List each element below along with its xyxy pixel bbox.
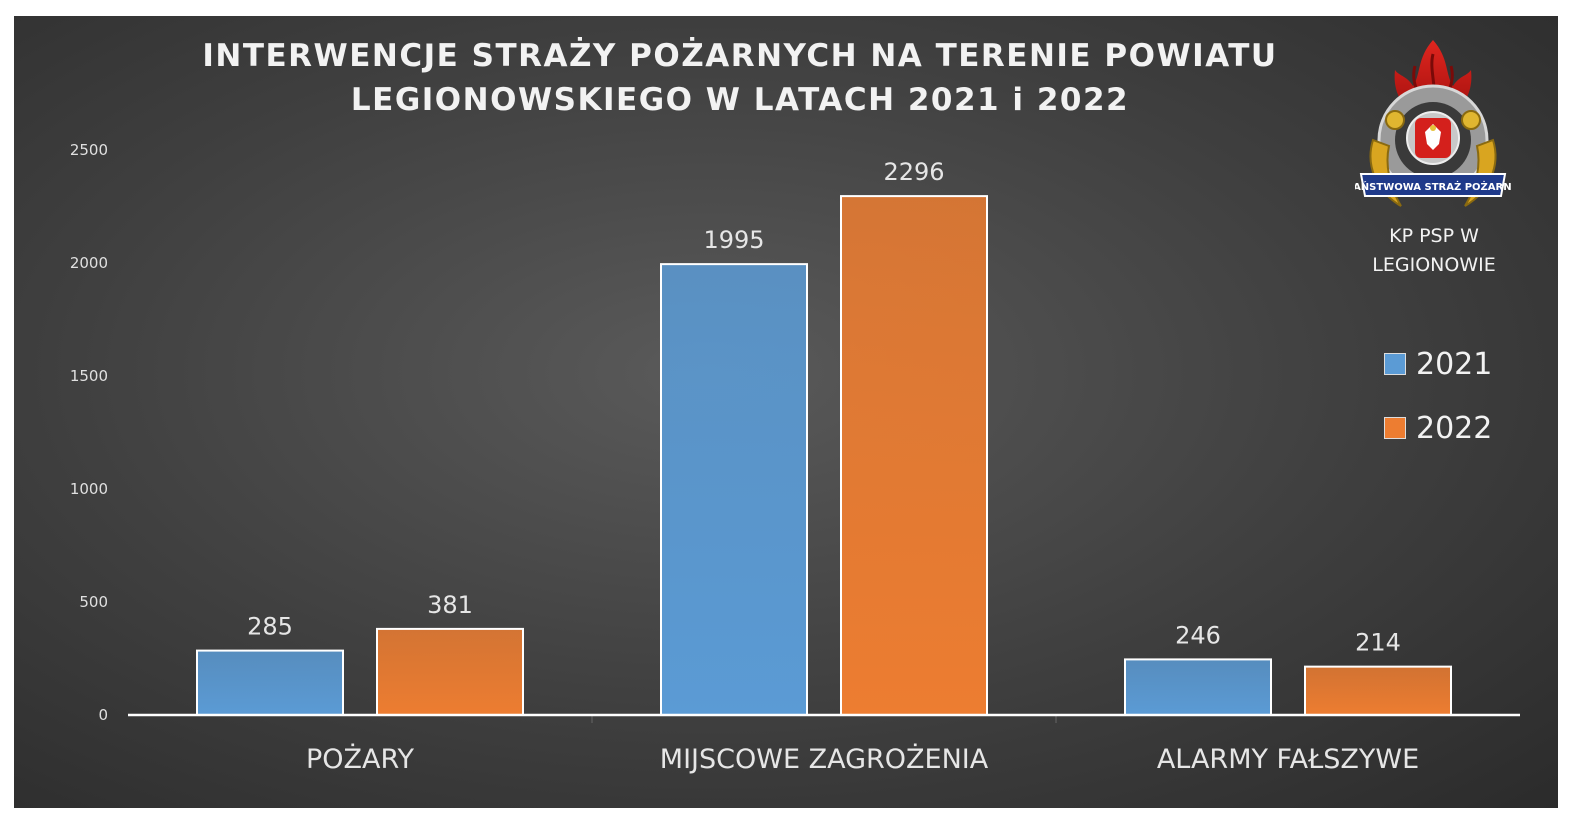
category-label: MIJSCOWE ZAGROŻENIA bbox=[660, 743, 989, 775]
legend-swatch-2021 bbox=[1384, 353, 1406, 375]
y-tick-label: 2500 bbox=[70, 141, 108, 159]
legend-item-2021: 2021 bbox=[1384, 332, 1492, 396]
data-label: 1995 bbox=[703, 226, 764, 254]
legend-swatch-2022 bbox=[1384, 417, 1406, 439]
y-tick-label: 1000 bbox=[70, 480, 108, 498]
bar-2021-1 bbox=[660, 263, 808, 716]
data-label: 214 bbox=[1355, 629, 1401, 657]
legend-label-2021: 2021 bbox=[1416, 346, 1493, 382]
bar-2021-2 bbox=[1124, 658, 1272, 716]
psp-logo-icon: PAŃSTWOWA STRAŻ POŻARNA bbox=[1355, 40, 1511, 207]
chart-title-line1: INTERWENCJE STRAŻY POŻARNYCH NA TERENIE … bbox=[202, 38, 1278, 74]
bar-2021-0 bbox=[196, 649, 344, 717]
data-label: 381 bbox=[427, 591, 473, 619]
bar-2022-2 bbox=[1304, 665, 1452, 716]
logo-ribbon-text: PAŃSTWOWA STRAŻ POŻARNA bbox=[1355, 179, 1511, 193]
organization-label: KP PSP W LEGIONOWIE bbox=[1356, 222, 1512, 280]
category-label: POŻARY bbox=[306, 743, 415, 775]
bar-2022-1 bbox=[840, 195, 988, 716]
y-tick-label: 2000 bbox=[70, 254, 108, 272]
chart-title-line2: LEGIONOWSKIEGO W LATACH 2021 i 2022 bbox=[350, 82, 1130, 118]
y-tick-label: 0 bbox=[98, 706, 108, 724]
bar-2022-0 bbox=[376, 627, 524, 716]
data-label: 246 bbox=[1175, 621, 1221, 649]
data-label: 285 bbox=[247, 613, 293, 641]
legend-item-2022: 2022 bbox=[1384, 396, 1492, 460]
y-tick-label: 500 bbox=[79, 593, 108, 611]
y-tick-label: 1500 bbox=[70, 367, 108, 385]
organization-line1: KP PSP W bbox=[1389, 225, 1479, 247]
data-label: 2296 bbox=[883, 158, 944, 186]
organization-line2: LEGIONOWIE bbox=[1372, 254, 1496, 276]
legend: 2021 2022 bbox=[1384, 332, 1492, 460]
category-label: ALARMY FAŁSZYWE bbox=[1157, 744, 1419, 775]
legend-label-2022: 2022 bbox=[1416, 410, 1493, 446]
